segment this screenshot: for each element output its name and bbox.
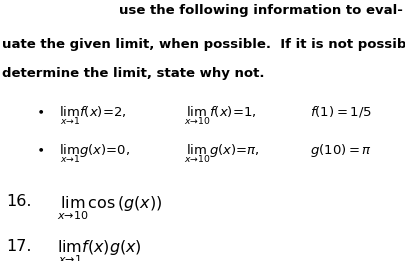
Text: $\lim_{x \to 10} g(x) = \pi,$: $\lim_{x \to 10} g(x) = \pi,$ [184, 142, 260, 165]
Text: $g(10) = \pi$: $g(10) = \pi$ [310, 142, 372, 159]
Text: $\lim_{x \to 1} g(x) = 0,$: $\lim_{x \to 1} g(x) = 0,$ [59, 142, 130, 165]
Text: 16.: 16. [6, 194, 32, 209]
Text: $\lim_{x \to 10} \cos\left(g(x)\right)$: $\lim_{x \to 10} \cos\left(g(x)\right)$ [57, 194, 162, 222]
Text: $\lim_{x \to 10} f(x) = 1,$: $\lim_{x \to 10} f(x) = 1,$ [184, 104, 257, 127]
Text: 17.: 17. [6, 239, 32, 254]
Text: use the following information to eval-: use the following information to eval- [119, 4, 403, 17]
Text: $\lim_{x \to 1} f(x) = 2,$: $\lim_{x \to 1} f(x) = 2,$ [59, 104, 126, 127]
Text: determine the limit, state why not.: determine the limit, state why not. [2, 67, 264, 80]
Text: $\bullet$: $\bullet$ [36, 142, 45, 155]
Text: $\bullet$: $\bullet$ [36, 104, 45, 117]
Text: $\lim_{x \to 1} f(x)g(x)$: $\lim_{x \to 1} f(x)g(x)$ [57, 239, 141, 261]
Text: uate the given limit, when possible.  If it is not possible to: uate the given limit, when possible. If … [2, 38, 405, 51]
Text: $f(1) = 1/5$: $f(1) = 1/5$ [310, 104, 372, 119]
